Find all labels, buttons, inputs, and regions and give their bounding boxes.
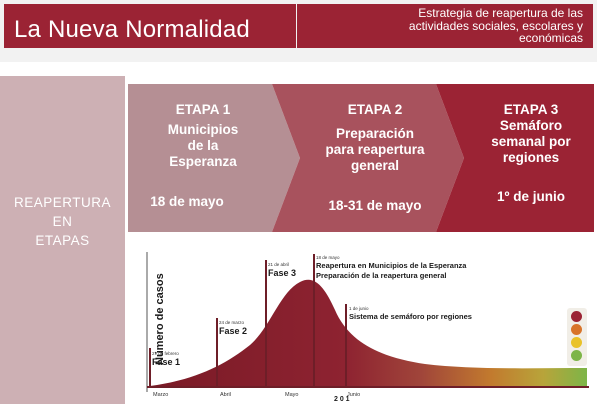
annotation-line: Reapertura en Municipios de la Esperanza: [316, 261, 467, 270]
stage-2-arrow: [272, 84, 464, 232]
stage-arrows: [128, 84, 594, 232]
stage-3-text: ETAPA 3 Semáforo semanal por regiones: [468, 102, 594, 166]
reopening-label-line: ETAPAS: [35, 233, 90, 248]
title-banner: La Nueva Normalidad: [4, 4, 296, 48]
red-light: [571, 311, 582, 322]
subtitle-line: actividades sociales, escolares y: [408, 18, 583, 33]
green-light: [571, 350, 582, 361]
yellow-light: [571, 337, 582, 348]
orange-light: [571, 324, 582, 335]
phase-1-marker: [149, 348, 151, 388]
stage-3-date: 1º de junio: [497, 189, 565, 204]
page-subtitle: Estrategia de reapertura de las activida…: [297, 7, 583, 45]
subtitle-banner: Estrategia de reapertura de las activida…: [297, 4, 593, 48]
phase-1-label: Fase 1: [152, 357, 181, 367]
stage-3-line: Semáforo: [499, 118, 563, 133]
stage-3-arrow: [436, 84, 594, 232]
reopening-panel: REAPERTURA EN ETAPAS: [0, 76, 125, 404]
traffic-light-date: 1 de junio: [349, 306, 369, 311]
stage-3-line: semanal por: [491, 134, 571, 149]
stage-1-arrow: [128, 84, 300, 232]
traffic-light-annotation: Sistema de semáforo por regiones: [349, 312, 472, 322]
stage-3-line: regiones: [502, 150, 560, 165]
annotation-line: Preparación de la reapertura general: [316, 271, 447, 280]
stage-2-line: general: [350, 158, 400, 173]
stage-2-date: 18-31 de mayo: [328, 198, 422, 213]
month-label: Junio: [347, 392, 361, 398]
stage-spacer: [300, 118, 450, 126]
reopening-label-line: EN: [52, 214, 73, 229]
month-label: Mayo: [285, 392, 299, 398]
annotation-line: Sistema de semáforo por regiones: [349, 312, 472, 321]
epidemic-curve-chart: Número de casos 27 de febrero Fase 1 24 …: [125, 240, 597, 404]
phase-2-date: 24 de marzo: [219, 320, 245, 325]
stage-2-line: para reapertura: [325, 142, 425, 157]
stage-1-line: Municipios: [167, 122, 239, 137]
header-bar: La Nueva Normalidad Estrategia de reaper…: [0, 0, 597, 62]
traffic-light-marker: [345, 304, 347, 388]
phase-3-date: 21 de abril: [268, 262, 290, 267]
stage-2: ETAPA 2 Preparación para reapertura gene…: [300, 84, 450, 232]
phase-3-marker: [265, 260, 267, 388]
phase-2-label: Fase 2: [219, 326, 248, 336]
phase-2-marker: [216, 318, 218, 388]
month-label: Marzo: [153, 392, 169, 398]
stage-3-name: ETAPA 3: [503, 102, 559, 117]
stage-reopening-marker: [313, 254, 315, 388]
stage-1-text: ETAPA 1 Municipios de la Esperanza: [128, 102, 278, 170]
traffic-light-icon: [567, 308, 587, 366]
overlay-text: 2 0 1: [334, 396, 350, 403]
phase-1-date: 27 de febrero: [152, 351, 179, 356]
stage-2-line: Preparación: [335, 126, 415, 141]
stage-1: ETAPA 1 Municipios de la Esperanza 18 de…: [128, 84, 278, 232]
case-curve: [150, 279, 587, 386]
reopening-date: 18 de mayo: [316, 255, 340, 260]
phase-3-label: Fase 3: [268, 268, 297, 278]
reopening-annotation: Reapertura en Municipios de la Esperanza…: [316, 261, 466, 281]
reopening-label-line: REAPERTURA: [13, 195, 112, 210]
stage-1-name: ETAPA 1: [175, 102, 231, 117]
stage-1-date: 18 de mayo: [150, 194, 224, 209]
reopening-label: REAPERTURA EN ETAPAS: [0, 193, 125, 250]
month-label: Abril: [220, 392, 232, 398]
subtitle-line: económicas: [518, 31, 583, 45]
curve-graphic: [146, 252, 589, 392]
stage-2-name: ETAPA 2: [347, 102, 403, 117]
stage-3: ETAPA 3 Semáforo semanal por regiones 1º…: [468, 84, 594, 232]
page-title: La Nueva Normalidad: [14, 16, 250, 43]
subtitle-line: Estrategia de reapertura de las: [418, 6, 583, 20]
stage-2-text: ETAPA 2 Preparación para reapertura gene…: [300, 102, 450, 174]
stage-1-line: de la: [187, 138, 219, 153]
stage-1-line: Esperanza: [169, 154, 237, 169]
